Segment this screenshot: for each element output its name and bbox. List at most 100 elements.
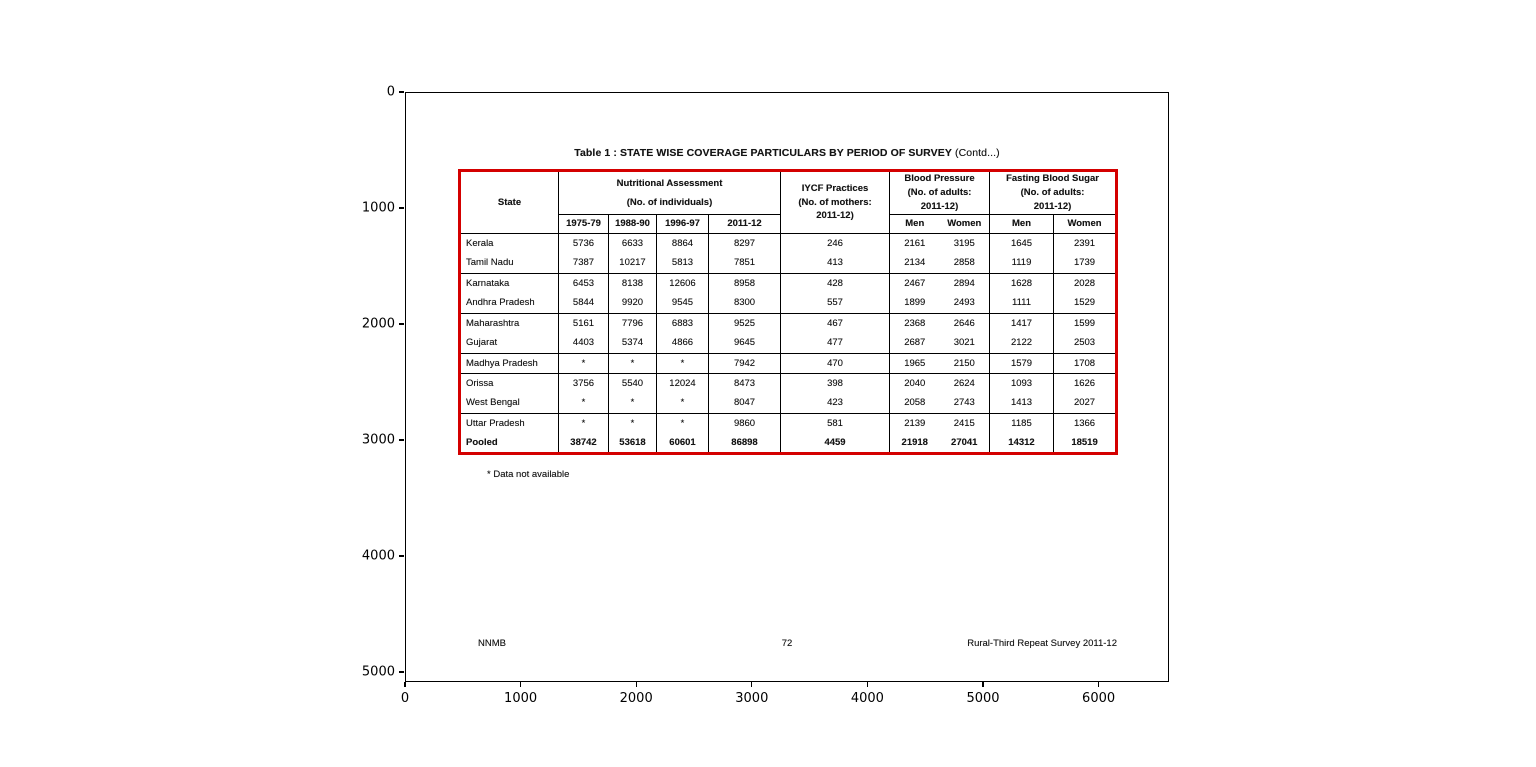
value-cell: 86898	[707, 433, 781, 454]
value-cell: 2391	[1053, 233, 1117, 254]
value-cell: 9645	[707, 333, 781, 354]
value-cell: 1417	[989, 313, 1054, 334]
value-cell: 9545	[656, 293, 709, 314]
value-cell: 8047	[707, 393, 781, 414]
y-axis-tick	[399, 555, 404, 557]
value-cell: 8300	[707, 293, 781, 314]
value-cell: 27041	[951, 436, 978, 448]
value-cell: 1899	[889, 293, 940, 314]
value-cell: 557	[780, 293, 890, 314]
footer-page-number: 72	[781, 638, 793, 649]
value-cell: 8864	[656, 233, 709, 254]
header-nutritional-line2: (No. of individuals)	[626, 196, 713, 208]
value-cell: *	[608, 353, 657, 374]
value-cell: 477	[780, 333, 890, 354]
value-cell: 5374	[608, 333, 657, 354]
value-cell: 2150	[939, 353, 990, 374]
value-cell: 3021	[953, 337, 975, 349]
value-cell: 398	[780, 373, 890, 394]
state-cell: West Bengal	[466, 397, 520, 409]
y-axis-tick-label: 0	[386, 84, 395, 100]
value-cell: 5161	[558, 313, 609, 334]
header-year-2011-12: 2011-12	[707, 214, 781, 234]
value-cell: *	[656, 353, 709, 374]
x-axis-tick	[404, 682, 406, 687]
y-axis-tick-label: 3000	[361, 432, 395, 448]
table-row: Madhya Pradesh * * * 7942 470 1965 2150 1579 1708	[459, 353, 1117, 374]
value-cell: 423	[780, 393, 890, 414]
x-axis-tick-label: 4000	[850, 691, 884, 706]
value-cell: 10217	[608, 253, 657, 274]
value-cell: 8473	[707, 373, 781, 394]
header-state: State	[497, 196, 522, 208]
value-cell: 1626	[1053, 373, 1117, 394]
value-cell: 1645	[989, 233, 1054, 254]
value-cell: *	[656, 413, 709, 434]
value-cell: 6453	[558, 273, 609, 294]
value-cell: 5736	[558, 233, 609, 254]
value-cell: 2040	[889, 373, 940, 394]
header-year-1988-90: 1988-90	[608, 214, 657, 234]
header-fasting-blood-sugar: Fasting Blood Sugar (No. of adults: 2011…	[989, 170, 1117, 215]
value-cell: *	[558, 413, 609, 434]
document-title-suffix: (Contd...)	[951, 147, 1000, 159]
table-row: Tamil Nadu 7387 10217 5813 7851 413 2134 2858 11…	[460, 253, 1117, 274]
value-cell: 413	[780, 253, 890, 274]
value-cell: 4403	[558, 333, 609, 354]
value-cell: 5844	[558, 293, 609, 314]
value-cell: *	[608, 393, 657, 414]
value-cell: *	[558, 393, 609, 414]
table-row: Pooled 38742 53618 60601 86898 4459 21918 27041…	[460, 433, 1117, 454]
value-cell: 18519	[1053, 433, 1117, 454]
x-axis-tick-label: 6000	[1082, 691, 1116, 706]
x-axis-tick	[1097, 682, 1100, 687]
footer-nnmb-label: NNMB	[478, 638, 506, 649]
state-cell: Andhra Pradesh	[466, 297, 535, 309]
value-cell: 1366	[1053, 413, 1117, 434]
y-axis-tick-label: 2000	[361, 316, 395, 332]
x-axis-tick-label: 0	[400, 691, 410, 706]
value-cell: 2139	[889, 413, 940, 434]
value-cell: *	[558, 353, 609, 374]
value-cell: 8297	[707, 233, 781, 254]
header-bp-men: Men	[889, 214, 940, 234]
table-row: West Bengal * * * 8047 423 2058 2743 1413 2027	[460, 393, 1117, 414]
value-cell: 1599	[1053, 313, 1117, 334]
value-cell: 4866	[656, 333, 709, 354]
value-cell: 7851	[707, 253, 781, 274]
value-cell: 4459	[780, 433, 890, 454]
state-cell: Uttar Pradesh	[459, 413, 559, 434]
value-cell: 2894	[939, 273, 990, 294]
value-cell: 2368	[889, 313, 940, 334]
x-axis-tick	[982, 682, 984, 687]
y-axis-tick	[399, 207, 404, 209]
value-cell: 2493	[953, 297, 975, 309]
value-cell: 2687	[889, 333, 940, 354]
value-cell: 8138	[608, 273, 657, 294]
value-cell: 2624	[939, 373, 990, 394]
document-page: Table 1 : STATE WISE COVERAGE PARTICULAR…	[405, 92, 1169, 682]
value-cell: 1529	[1053, 293, 1117, 314]
x-axis-tick-label: 3000	[735, 691, 769, 706]
header-nutritional: Nutritional Assessment (No. of individua…	[557, 170, 781, 215]
value-cell: 2743	[953, 397, 975, 409]
state-cell: Orissa	[459, 373, 559, 394]
value-cell: 9920	[608, 293, 657, 314]
state-cell: Karnataka	[459, 273, 559, 294]
y-axis-tick	[399, 91, 404, 93]
x-axis-tick-label: 1000	[504, 691, 538, 706]
x-axis-tick-label: 5000	[966, 691, 1000, 706]
value-cell: 7942	[707, 353, 781, 374]
value-cell: *	[656, 393, 709, 414]
value-cell: 3195	[939, 233, 990, 254]
value-cell: 1413	[989, 393, 1054, 414]
header-blood-pressure: Blood Pressure (No. of adults: 2011-12)	[889, 170, 990, 215]
value-cell: 8958	[707, 273, 781, 294]
value-cell: 21918	[889, 433, 940, 454]
coverage-table: State Nutritional Assessment (No. of ind…	[458, 169, 1119, 455]
value-cell: 1185	[989, 413, 1054, 434]
y-axis-tick	[399, 671, 404, 673]
value-cell: 1119	[989, 253, 1054, 274]
table-row: Orissa 3756 5540 12024 8473 398 2040 2624 1093 16…	[459, 373, 1117, 394]
value-cell: 581	[780, 413, 890, 434]
